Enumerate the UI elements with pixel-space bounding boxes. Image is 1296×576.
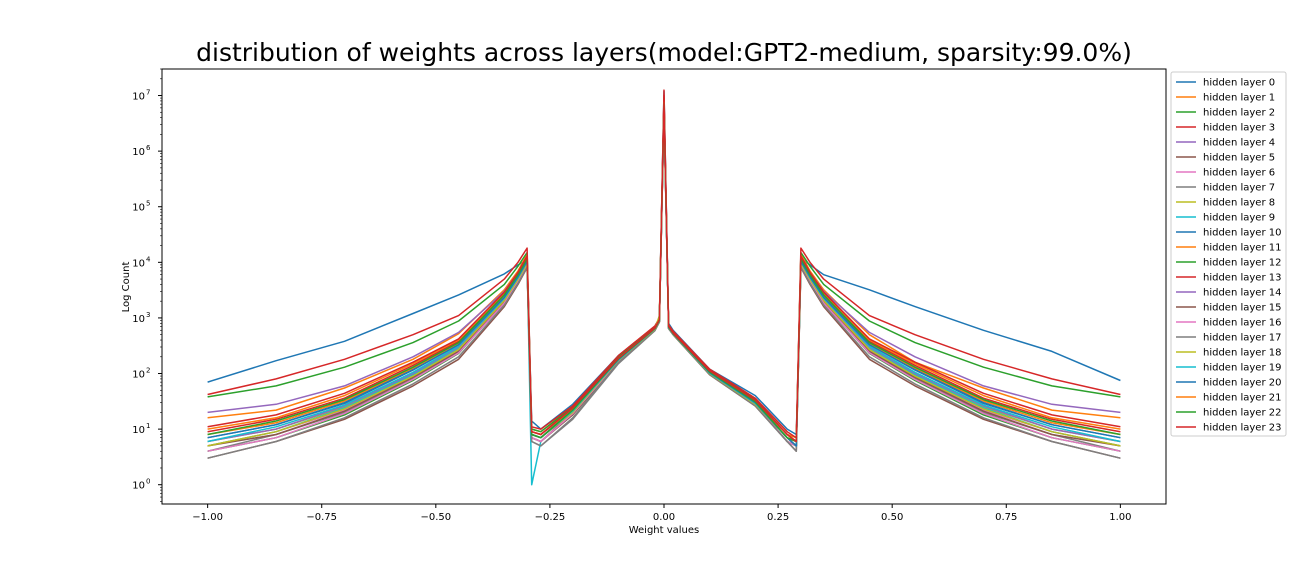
x-tick-label: −0.75	[306, 512, 337, 523]
legend-entry-label: hidden layer 7	[1203, 183, 1275, 194]
y-tick-exponent: 7	[146, 89, 150, 97]
y-tick-exponent: 4	[146, 255, 151, 263]
y-tick-label: 10	[132, 370, 145, 381]
x-tick-label: 0.75	[995, 512, 1017, 523]
series-line-10	[207, 104, 1121, 447]
series-line-20	[207, 103, 1121, 447]
legend-entry-label: hidden layer 1	[1203, 93, 1275, 104]
x-tick-label: −0.50	[420, 512, 451, 523]
y-tick-label: 10	[132, 314, 145, 325]
y-tick-exponent: 5	[146, 200, 150, 208]
y-tick-label: 10	[132, 425, 145, 436]
x-tick-label: 0.25	[767, 512, 789, 523]
series-line-1	[207, 100, 1121, 439]
legend-entry-label: hidden layer 9	[1203, 213, 1275, 224]
y-tick-exponent: 6	[146, 144, 151, 152]
legend-entry-label: hidden layer 8	[1203, 198, 1275, 209]
y-tick-label: 10	[132, 258, 145, 269]
y-axis-label: Log Count	[121, 262, 132, 313]
y-tick-label: 10	[132, 147, 145, 158]
legend-entry-label: hidden layer 20	[1203, 378, 1281, 389]
legend-entry-label: hidden layer 6	[1203, 168, 1275, 179]
series-line-11	[207, 102, 1121, 443]
series-line-4	[207, 103, 1121, 443]
legend-entry-label: hidden layer 15	[1203, 303, 1281, 314]
y-tick-exponent: 0	[146, 478, 150, 486]
legend-entry-label: hidden layer 13	[1203, 273, 1281, 284]
series-line-21	[207, 101, 1121, 443]
legend-entry-label: hidden layer 2	[1203, 108, 1275, 119]
y-tick-exponent: 3	[146, 311, 150, 319]
legend-entry-label: hidden layer 17	[1203, 333, 1281, 344]
y-tick-label: 10	[132, 481, 145, 492]
legend-entry-label: hidden layer 5	[1203, 153, 1275, 164]
legend-entry-label: hidden layer 3	[1203, 123, 1275, 134]
chart-title: distribution of weights across layers(mo…	[196, 38, 1132, 67]
series-line-22	[207, 102, 1121, 443]
legend: hidden layer 0 hidden layer 1 hidden layer…	[1170, 71, 1287, 437]
y-tick-label: 10	[132, 92, 145, 103]
legend-entry-label: hidden layer 22	[1203, 408, 1281, 419]
x-tick-label: −1.00	[192, 512, 223, 523]
series-line-2	[207, 97, 1121, 443]
legend-entry-label: hidden layer 18	[1203, 348, 1281, 359]
legend-entry-label: hidden layer 12	[1203, 258, 1281, 269]
legend-entry-label: hidden layer 0	[1203, 78, 1275, 89]
x-tick-label: 0.00	[653, 512, 675, 523]
x-axis-ticks: −1.00 −0.75 −0.50 −0.25 0.00 0.25 0.50 0.75 1.00	[192, 504, 1131, 523]
series-line-23	[207, 100, 1121, 443]
x-tick-label: −0.25	[535, 512, 566, 523]
x-tick-label: 1.00	[1109, 512, 1131, 523]
legend-entry-label: hidden layer 19	[1203, 363, 1281, 374]
legend-entry-label: hidden layer 11	[1203, 243, 1281, 254]
series-line-9	[207, 106, 1121, 486]
series-lines	[207, 89, 1121, 486]
legend-entry-label: hidden layer 23	[1203, 423, 1281, 434]
y-tick-exponent: 2	[146, 367, 150, 375]
legend-entry-label: hidden layer 16	[1203, 318, 1281, 329]
x-axis-label: Weight values	[629, 525, 700, 536]
y-tick-exponent: 1	[146, 422, 150, 430]
legend-entry-label: hidden layer 4	[1203, 138, 1275, 149]
legend-entry-label: hidden layer 21	[1203, 393, 1281, 404]
y-tick-label: 10	[132, 203, 145, 214]
legend-entry-label: hidden layer 10	[1203, 228, 1281, 239]
legend-entry-label: hidden layer 14	[1203, 288, 1281, 299]
x-tick-label: 0.50	[881, 512, 903, 523]
legend-box	[1170, 71, 1287, 437]
